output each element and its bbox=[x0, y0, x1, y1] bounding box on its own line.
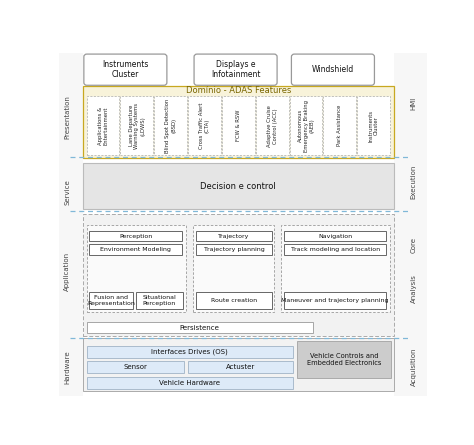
Bar bbox=[83, 163, 393, 209]
Text: Persistence: Persistence bbox=[180, 325, 219, 331]
FancyBboxPatch shape bbox=[292, 54, 374, 85]
Text: Trajectory: Trajectory bbox=[218, 234, 250, 239]
Bar bbox=[87, 346, 292, 358]
Bar bbox=[136, 292, 182, 309]
Bar bbox=[90, 231, 182, 241]
Text: Fusion and
Representation: Fusion and Representation bbox=[87, 295, 135, 306]
Bar bbox=[393, 53, 427, 396]
Text: Interfaces Drives (OS): Interfaces Drives (OS) bbox=[151, 349, 228, 355]
Text: Hardware: Hardware bbox=[64, 350, 70, 384]
Text: Situational
Perception: Situational Perception bbox=[142, 295, 176, 306]
Bar bbox=[193, 225, 274, 312]
Text: Decision e control: Decision e control bbox=[201, 182, 276, 190]
Text: Applications &
Entertainment: Applications & Entertainment bbox=[98, 106, 109, 145]
Text: Autonomous
Emergency Braking
(AEB): Autonomous Emergency Braking (AEB) bbox=[298, 100, 314, 152]
Bar bbox=[87, 96, 119, 155]
Bar bbox=[59, 53, 83, 396]
Bar bbox=[256, 96, 289, 155]
Text: Blind Spot Detection
(BSD): Blind Spot Detection (BSD) bbox=[165, 99, 176, 153]
Text: Application: Application bbox=[64, 251, 70, 291]
Bar bbox=[357, 96, 390, 155]
Text: Route creation: Route creation bbox=[211, 298, 257, 303]
Bar bbox=[120, 96, 153, 155]
Bar bbox=[284, 231, 386, 241]
Text: Cross Traffic Alert
(CTA): Cross Traffic Alert (CTA) bbox=[199, 102, 210, 149]
Bar bbox=[87, 322, 313, 333]
Bar bbox=[83, 214, 393, 336]
Text: HMI: HMI bbox=[411, 97, 417, 110]
Text: Perception: Perception bbox=[119, 234, 153, 239]
Text: Acquisition: Acquisition bbox=[411, 348, 417, 386]
Text: Track modeling and location: Track modeling and location bbox=[291, 247, 380, 252]
Text: Instruments
Cluster: Instruments Cluster bbox=[368, 109, 379, 142]
Bar bbox=[87, 361, 184, 373]
Bar bbox=[196, 231, 272, 241]
Bar bbox=[87, 225, 186, 312]
Bar bbox=[297, 340, 391, 378]
Bar bbox=[90, 292, 133, 309]
Bar bbox=[90, 244, 182, 255]
Text: Windshield: Windshield bbox=[312, 65, 354, 74]
Text: Sensor: Sensor bbox=[124, 364, 147, 370]
Bar bbox=[188, 96, 221, 155]
Text: Trajectory planning: Trajectory planning bbox=[203, 247, 264, 252]
Bar bbox=[83, 86, 393, 158]
Text: Execution: Execution bbox=[411, 165, 417, 199]
Text: Displays e
Infotainment: Displays e Infotainment bbox=[211, 60, 260, 79]
Bar bbox=[284, 244, 386, 255]
Text: Lane Departure
Warning Systems
(LDWS): Lane Departure Warning Systems (LDWS) bbox=[128, 103, 145, 149]
Bar bbox=[196, 244, 272, 255]
Text: Environment Modeling: Environment Modeling bbox=[100, 247, 171, 252]
Text: Vehicle Controls and
Embedded Electronics: Vehicle Controls and Embedded Electronic… bbox=[307, 353, 381, 366]
Text: Instruments
Cluster: Instruments Cluster bbox=[102, 60, 148, 79]
FancyBboxPatch shape bbox=[194, 54, 277, 85]
Text: Analysis: Analysis bbox=[411, 274, 417, 303]
Bar bbox=[155, 96, 187, 155]
Text: Navigation: Navigation bbox=[318, 234, 352, 239]
Text: Domínio - ADAS Features: Domínio - ADAS Features bbox=[186, 85, 291, 95]
Text: Maneuver and trajectory planning: Maneuver and trajectory planning bbox=[282, 298, 389, 303]
Bar bbox=[284, 292, 386, 309]
Text: FCW & RSW: FCW & RSW bbox=[236, 110, 241, 142]
Text: Actuster: Actuster bbox=[226, 364, 255, 370]
Bar bbox=[188, 361, 292, 373]
Bar bbox=[222, 96, 255, 155]
FancyBboxPatch shape bbox=[84, 54, 167, 85]
Bar bbox=[87, 377, 292, 388]
Bar bbox=[83, 339, 393, 391]
Bar bbox=[282, 225, 390, 312]
Text: Service: Service bbox=[64, 179, 70, 205]
Bar bbox=[290, 96, 322, 155]
Text: Core: Core bbox=[411, 237, 417, 253]
Bar bbox=[196, 292, 272, 309]
Text: Park Assistance: Park Assistance bbox=[337, 105, 342, 146]
Text: Vehicle Hardware: Vehicle Hardware bbox=[159, 380, 220, 386]
Bar bbox=[323, 96, 356, 155]
Text: Presentation: Presentation bbox=[64, 95, 70, 139]
Text: Adaptive Cruise
Control (ACC): Adaptive Cruise Control (ACC) bbox=[267, 105, 278, 147]
